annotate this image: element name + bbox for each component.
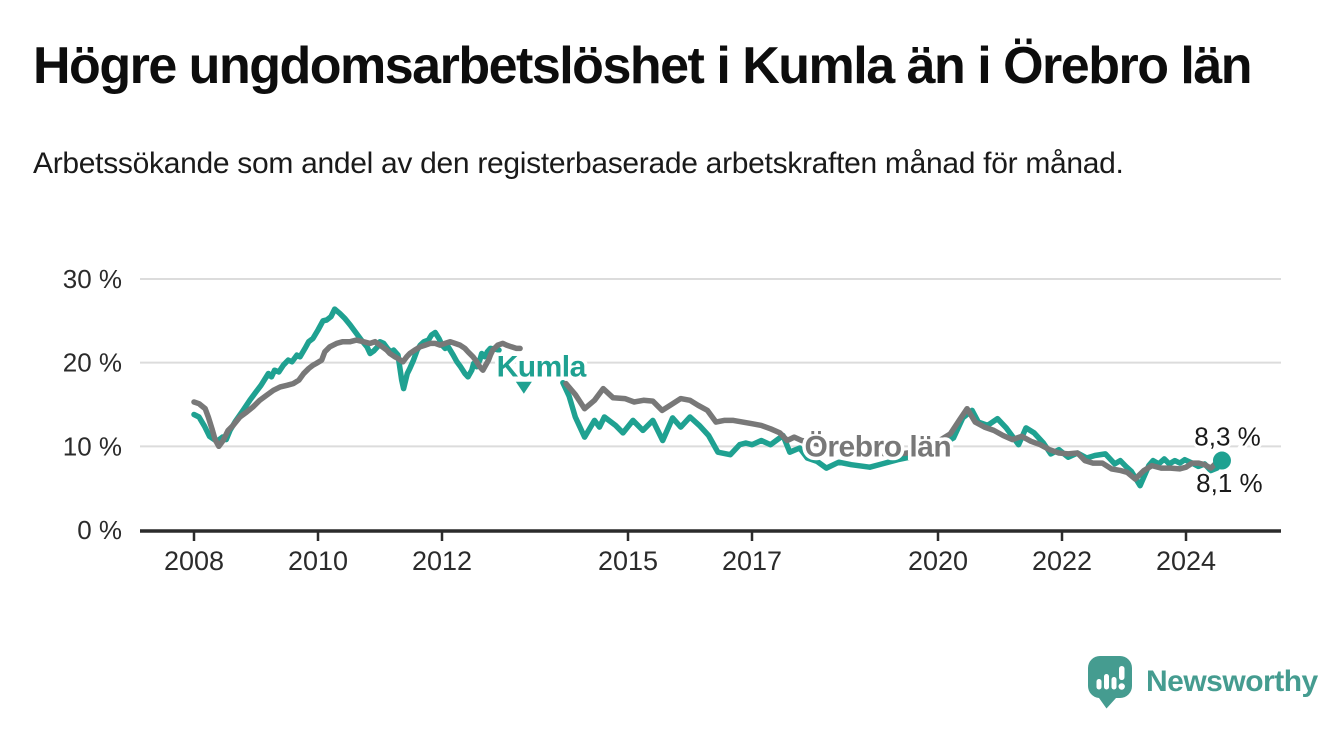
bar-chart-speech-bubble-icon (1087, 656, 1132, 709)
end-value-label-orebro: 8,1 % (1196, 468, 1263, 498)
x-axis-label: 2022 (1032, 546, 1092, 576)
y-axis-label: 30 % (63, 264, 122, 294)
kumla-end-dot (1212, 451, 1231, 470)
series-label-orebro: Örebro län (805, 431, 952, 464)
x-axis-label: 2017 (722, 546, 782, 576)
orebro-line (563, 380, 1220, 482)
x-axis-label: 2020 (908, 546, 968, 576)
x-axis-label: 2008 (164, 546, 224, 576)
series-label-kumla: Kumla (497, 350, 587, 383)
series-label-pointer (515, 381, 532, 394)
orebro-line (191, 337, 523, 450)
y-axis-label: 10 % (63, 431, 122, 461)
newsworthy-logo: Newsworthy (1086, 654, 1318, 710)
kumla-line (191, 306, 502, 445)
x-axis-label: 2012 (412, 546, 472, 576)
x-axis-label: 2015 (598, 546, 658, 576)
y-axis-label: 0 % (77, 515, 122, 545)
y-axis-label: 20 % (63, 348, 122, 378)
x-axis-label: 2024 (1156, 546, 1216, 576)
chart-title: Högre ungdomsarbetslöshet i Kumla än i Ö… (33, 37, 1253, 95)
brand-name: Newsworthy (1146, 665, 1318, 698)
end-value-label-kumla: 8,3 % (1194, 421, 1261, 451)
chart-subtitle: Arbetssökande som andel av den registerb… (33, 147, 1124, 180)
x-axis-label: 2010 (288, 546, 348, 576)
